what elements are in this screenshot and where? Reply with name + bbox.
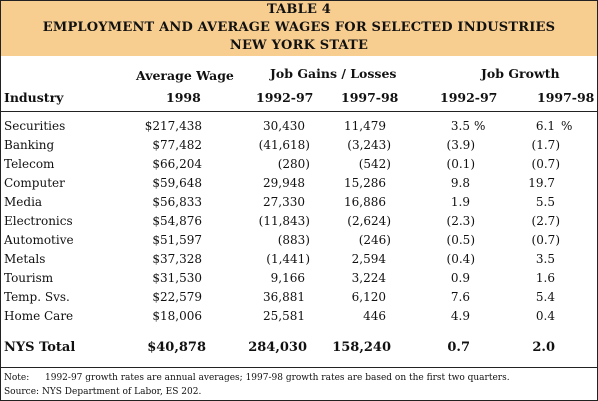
average-wage: $51,597 xyxy=(152,233,202,247)
job-growth-1992-97: (0.5) xyxy=(446,233,475,247)
job-growth-1997-98: (0.7) xyxy=(531,233,560,247)
average-wage: $59,648 xyxy=(152,176,202,190)
job-growth-1997-98: 6.1 xyxy=(535,119,555,133)
job-growth-1992-97: 1.9 xyxy=(450,195,470,209)
job-gains-1992-97: 30,430 xyxy=(263,119,305,133)
job-growth-1992-97: (2.3) xyxy=(446,214,475,228)
job-gains-1997-98: 446 xyxy=(363,309,386,323)
job-growth-1997-98: 0.4 xyxy=(535,309,555,323)
job-gains-1997-98: 3,224 xyxy=(351,271,386,285)
average-wage: $18,006 xyxy=(152,309,202,323)
header-job-gains-losses: Job Gains / Losses xyxy=(270,66,397,81)
industry-name: Securities xyxy=(4,119,66,133)
job-gains-1992-97: (883) xyxy=(277,233,310,247)
source-note: Source: NYS Department of Labor, ES 202. xyxy=(4,387,202,397)
job-growth-1992-97: (0.1) xyxy=(446,157,475,171)
percent-sign: % xyxy=(474,119,486,133)
job-growth-1997-98: 5.5 xyxy=(535,195,555,209)
job-growth-1992-97: 9.8 xyxy=(450,176,470,190)
industry-name: Automotive xyxy=(4,233,74,247)
job-gains-1992-97: (1,441) xyxy=(266,252,310,266)
table-subtitle: NEW YORK STATE xyxy=(229,38,369,53)
average-wage: $56,833 xyxy=(152,195,202,209)
header-average-wage: Average Wage xyxy=(136,68,234,83)
header-gains-1997-98: 1997-98 xyxy=(341,90,399,105)
job-gains-1997-98: 11,479 xyxy=(344,119,386,133)
job-growth-1997-98: 19.7 xyxy=(528,176,555,190)
job-growth-1992-97: 7.6 xyxy=(450,290,470,304)
industry-name: Telecom xyxy=(4,157,55,171)
job-growth-1992-97: 0.9 xyxy=(450,271,470,285)
average-wage: $31,530 xyxy=(152,271,202,285)
job-gains-1992-97: 27,330 xyxy=(263,195,305,209)
average-wage: $54,876 xyxy=(152,214,202,228)
job-gains-1997-98: 15,286 xyxy=(344,176,386,190)
job-gains-1992-97: 36,881 xyxy=(263,290,305,304)
average-wage: $77,482 xyxy=(152,138,202,152)
footer-rule xyxy=(1,367,597,368)
average-wage: $37,328 xyxy=(152,252,202,266)
total-label: NYS Total xyxy=(4,340,76,355)
percent-sign: % xyxy=(561,119,573,133)
table-number: TABLE 4 xyxy=(266,2,332,17)
job-growth-1992-97: 3.5 xyxy=(450,119,470,133)
total-job-gains-1992-97: 284,030 xyxy=(248,340,307,355)
table-title: EMPLOYMENT AND AVERAGE WAGES FOR SELECTE… xyxy=(42,20,556,35)
job-gains-1992-97: (280) xyxy=(277,157,310,171)
total-job-gains-1997-98: 158,240 xyxy=(332,340,391,355)
job-gains-1997-98: 6,120 xyxy=(351,290,386,304)
industry-name: Banking xyxy=(4,138,55,152)
job-gains-1997-98: (246) xyxy=(358,233,391,247)
job-growth-1992-97: (3.9) xyxy=(446,138,475,152)
job-growth-1997-98: 3.5 xyxy=(535,252,555,266)
average-wage: $22,579 xyxy=(152,290,202,304)
total-average-wage: $40,878 xyxy=(147,340,206,355)
header-rule xyxy=(1,111,597,112)
job-gains-1992-97: 25,581 xyxy=(263,309,305,323)
industry-name: Media xyxy=(4,195,43,209)
job-growth-1997-98: 1.6 xyxy=(535,271,555,285)
header-job-growth: Job Growth xyxy=(481,66,560,81)
average-wage: $217,438 xyxy=(144,119,202,133)
industry-name: Tourism xyxy=(4,271,54,285)
job-growth-1997-98: (2.7) xyxy=(531,214,560,228)
total-job-growth-1992-97: 0.7 xyxy=(447,340,470,355)
industry-name: Temp. Svs. xyxy=(4,290,70,304)
industry-name: Home Care xyxy=(4,309,74,323)
average-wage: $66,204 xyxy=(152,157,202,171)
job-growth-1997-98: 5.4 xyxy=(535,290,555,304)
industry-name: Metals xyxy=(4,252,46,266)
job-gains-1997-98: (3,243) xyxy=(347,138,391,152)
industry-name: Computer xyxy=(4,176,65,190)
title-band: TABLE 4 EMPLOYMENT AND AVERAGE WAGES FOR… xyxy=(1,1,597,56)
job-gains-1997-98: (2,624) xyxy=(347,214,391,228)
note-text: 1992-97 growth rates are annual averages… xyxy=(45,373,510,383)
job-gains-1997-98: (542) xyxy=(358,157,391,171)
industry-name: Electronics xyxy=(4,214,73,228)
total-job-growth-1997-98: 2.0 xyxy=(532,340,555,355)
header-wage-year: 1998 xyxy=(166,90,201,105)
header-growth-1992-97: 1992-97 xyxy=(440,90,498,105)
note-label: Note: xyxy=(4,373,30,383)
header-growth-1997-98: 1997-98 xyxy=(537,90,595,105)
header-gains-1992-97: 1992-97 xyxy=(256,90,314,105)
job-gains-1992-97: (11,843) xyxy=(258,214,310,228)
job-growth-1992-97: 4.9 xyxy=(450,309,470,323)
job-gains-1992-97: 29,948 xyxy=(263,176,305,190)
job-growth-1997-98: (0.7) xyxy=(531,157,560,171)
header-industry: Industry xyxy=(4,90,64,105)
job-gains-1997-98: 16,886 xyxy=(344,195,386,209)
job-growth-1992-97: (0.4) xyxy=(446,252,475,266)
job-growth-1997-98: (1.7) xyxy=(531,138,560,152)
job-gains-1997-98: 2,594 xyxy=(351,252,386,266)
job-gains-1992-97: 9,166 xyxy=(270,271,305,285)
job-gains-1992-97: (41,618) xyxy=(258,138,310,152)
